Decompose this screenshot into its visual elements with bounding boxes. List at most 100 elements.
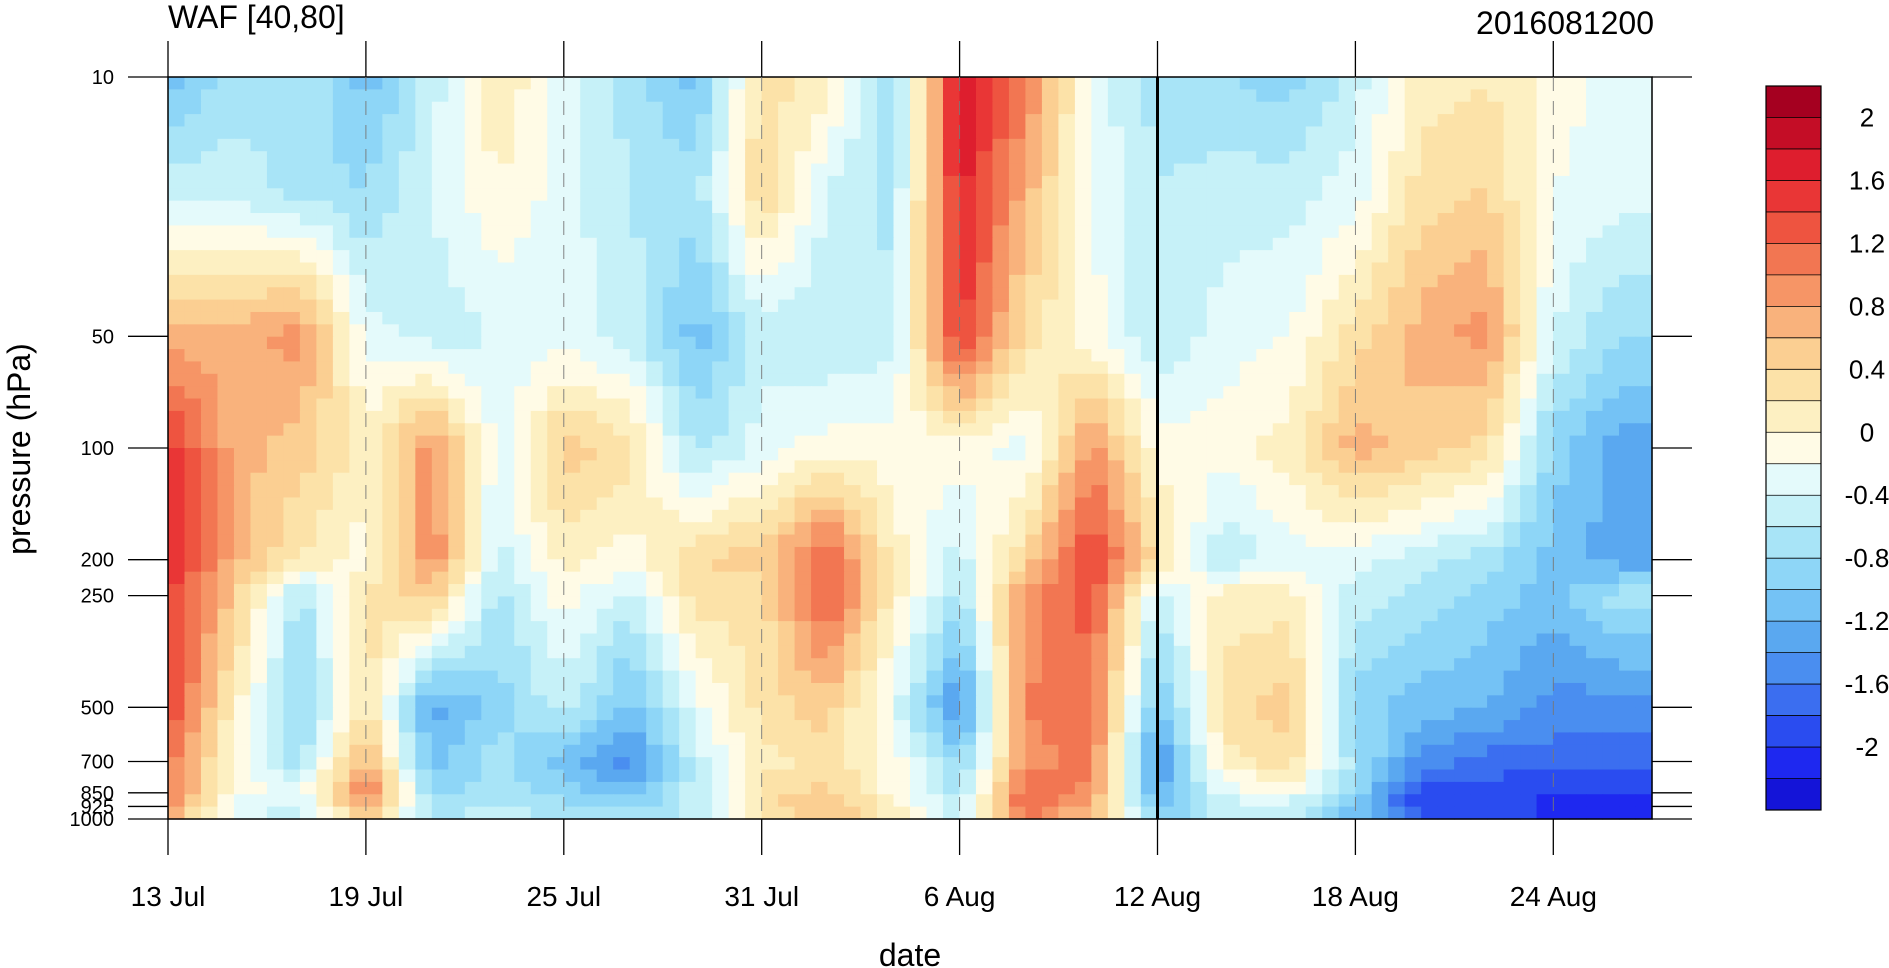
contour-cell xyxy=(1256,287,1274,301)
contour-cell xyxy=(332,188,350,202)
contour-cell xyxy=(1503,361,1521,375)
contour-cell xyxy=(1569,485,1587,499)
contour-cell xyxy=(481,670,499,684)
contour-cell xyxy=(514,398,532,412)
contour-cell xyxy=(679,682,697,696)
contour-cell xyxy=(1206,559,1224,573)
contour-cell xyxy=(1190,670,1208,684)
contour-cell xyxy=(1239,324,1257,338)
contour-cell xyxy=(547,720,565,734)
contour-cell xyxy=(728,237,746,251)
contour-cell xyxy=(975,175,994,189)
contour-cell xyxy=(1503,608,1521,622)
contour-cell xyxy=(629,386,647,400)
contour-cell xyxy=(283,658,301,672)
contour-cell xyxy=(1091,262,1109,276)
contour-cell xyxy=(514,460,532,474)
contour-cell xyxy=(217,299,235,313)
contour-cell xyxy=(481,336,499,350)
contour-cell xyxy=(1503,497,1521,511)
contour-cell xyxy=(514,707,532,721)
contour-cell xyxy=(1272,497,1290,511)
contour-cell xyxy=(992,188,1010,202)
contour-cell xyxy=(1124,126,1142,140)
contour-cell xyxy=(662,138,680,152)
contour-cell xyxy=(349,658,367,672)
contour-cell xyxy=(844,571,862,585)
contour-cell xyxy=(728,138,746,152)
contour-cell xyxy=(1635,584,1653,597)
contour-cell xyxy=(168,274,186,288)
contour-cell xyxy=(316,250,334,264)
contour-cell xyxy=(1091,608,1109,622)
contour-cell xyxy=(464,596,482,610)
contour-cell xyxy=(877,299,895,313)
contour-cell xyxy=(811,435,829,449)
contour-cell xyxy=(1355,101,1373,115)
contour-cell xyxy=(1355,151,1373,165)
contour-cell xyxy=(332,89,350,103)
contour-cell xyxy=(728,720,746,734)
contour-cell xyxy=(547,596,565,610)
contour-cell xyxy=(1602,237,1620,251)
contour-cell xyxy=(1619,262,1637,276)
contour-cell xyxy=(1503,423,1521,437)
contour-cell xyxy=(1470,175,1488,189)
contour-cell xyxy=(1091,670,1109,684)
contour-cell xyxy=(1536,336,1554,350)
contour-cell xyxy=(1107,361,1125,375)
contour-cell xyxy=(596,658,614,672)
contour-cell xyxy=(184,299,202,313)
contour-cell xyxy=(431,621,449,635)
contour-cell xyxy=(1602,89,1620,103)
contour-cell xyxy=(514,423,532,437)
contour-cell xyxy=(926,633,944,647)
contour-cell xyxy=(250,262,268,276)
contour-cell xyxy=(893,509,911,523)
contour-cell xyxy=(1107,670,1125,684)
contour-cell xyxy=(250,559,268,573)
contour-cell xyxy=(1503,349,1521,363)
contour-cell xyxy=(184,633,202,647)
contour-cell xyxy=(398,324,416,338)
contour-cell xyxy=(1619,534,1637,548)
contour-cell xyxy=(1619,410,1637,424)
contour-cell xyxy=(1602,448,1620,461)
contour-cell xyxy=(910,460,928,474)
contour-cell xyxy=(679,695,697,709)
contour-cell xyxy=(1586,361,1604,375)
contour-cell xyxy=(1470,559,1488,573)
contour-cell xyxy=(1041,77,1059,90)
contour-cell xyxy=(1338,460,1356,474)
contour-cell xyxy=(1140,423,1158,437)
contour-cell xyxy=(1289,163,1307,177)
contour-cell xyxy=(1041,423,1059,437)
contour-cell xyxy=(283,274,301,288)
contour-cell xyxy=(712,571,730,585)
contour-cell xyxy=(1272,361,1290,375)
contour-cell xyxy=(1124,682,1142,696)
contour-cell xyxy=(794,163,812,177)
contour-cell xyxy=(844,126,862,140)
contour-cell xyxy=(382,645,400,659)
contour-cell xyxy=(992,324,1010,338)
contour-cell xyxy=(431,608,449,622)
contour-cell xyxy=(1454,151,1472,165)
contour-cell xyxy=(382,559,400,573)
contour-cell xyxy=(794,262,812,276)
contour-cell xyxy=(1619,682,1637,696)
contour-cell xyxy=(728,732,746,746)
contour-cell xyxy=(942,188,961,202)
contour-cell xyxy=(662,534,680,548)
contour-cell xyxy=(910,101,928,115)
contour-cell xyxy=(1074,126,1092,140)
contour-cell xyxy=(1338,213,1356,226)
contour-cell xyxy=(448,138,466,152)
contour-cell xyxy=(382,188,400,202)
contour-cell xyxy=(811,101,829,115)
contour-cell xyxy=(679,262,697,276)
contour-cell xyxy=(1602,584,1620,597)
contour-cell xyxy=(316,237,334,251)
contour-cell xyxy=(563,720,581,734)
contour-cell xyxy=(1338,398,1356,412)
